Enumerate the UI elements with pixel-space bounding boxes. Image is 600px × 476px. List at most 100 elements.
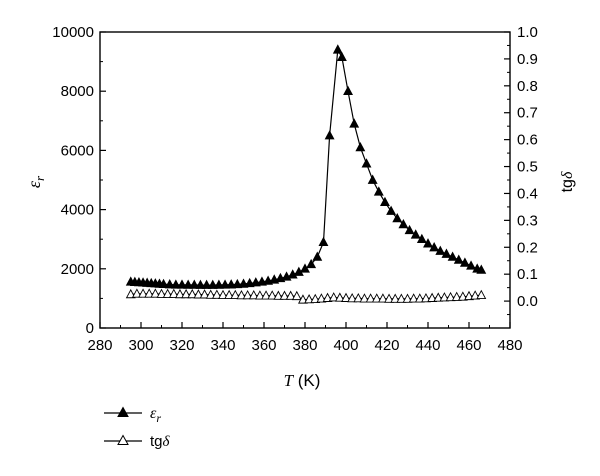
x-tick-label: 400 bbox=[333, 337, 358, 354]
data-point bbox=[466, 260, 477, 270]
data-point bbox=[291, 290, 302, 301]
x-tick-label: 380 bbox=[292, 337, 317, 354]
data-point bbox=[211, 289, 222, 299]
data-point bbox=[392, 213, 403, 223]
data-point bbox=[441, 248, 452, 258]
data-point bbox=[306, 258, 317, 269]
data-point bbox=[261, 290, 272, 300]
data-point bbox=[379, 196, 390, 207]
data-point bbox=[410, 229, 421, 239]
data-point bbox=[279, 290, 290, 300]
x-tick-label: 480 bbox=[497, 337, 522, 354]
data-point bbox=[451, 291, 462, 301]
data-point bbox=[193, 289, 204, 299]
y-right-tick-label: 0.6 bbox=[517, 132, 538, 149]
data-point bbox=[131, 288, 142, 298]
data-point bbox=[248, 289, 259, 300]
data-point bbox=[232, 278, 243, 289]
data-point bbox=[334, 292, 345, 302]
data-point bbox=[384, 293, 395, 303]
data-point bbox=[349, 118, 360, 128]
y-right-axis-label: tgδ bbox=[559, 171, 576, 192]
data-point bbox=[207, 279, 218, 289]
data-point bbox=[150, 288, 161, 298]
data-point bbox=[324, 130, 335, 140]
series-line bbox=[130, 47, 482, 286]
data-point bbox=[170, 279, 181, 289]
y-left-tick-label: 4000 bbox=[61, 202, 94, 219]
data-point bbox=[353, 292, 364, 303]
data-point bbox=[365, 293, 376, 303]
data-point bbox=[332, 44, 343, 54]
data-point bbox=[390, 293, 401, 303]
x-tick-label: 420 bbox=[374, 337, 399, 354]
data-point bbox=[341, 292, 351, 302]
data-point bbox=[427, 292, 438, 302]
y-left-axis-label: εr bbox=[24, 175, 47, 188]
data-point bbox=[373, 186, 384, 196]
y-left-tick-label: 8000 bbox=[61, 83, 94, 100]
data-point bbox=[459, 257, 470, 267]
data-point bbox=[355, 141, 366, 152]
data-point bbox=[205, 289, 216, 299]
y-right-tick-label: 0.4 bbox=[517, 185, 538, 202]
data-point bbox=[386, 205, 397, 215]
data-point bbox=[187, 288, 198, 299]
data-point bbox=[304, 294, 315, 304]
data-point bbox=[398, 218, 409, 229]
data-point bbox=[476, 264, 487, 274]
data-point bbox=[322, 292, 333, 302]
data-point bbox=[336, 51, 347, 61]
x-tick-label: 280 bbox=[87, 337, 112, 354]
data-point bbox=[181, 288, 192, 299]
data-point bbox=[213, 279, 224, 289]
legend-entry-er: εr bbox=[104, 405, 161, 425]
data-point bbox=[367, 174, 378, 184]
data-point bbox=[435, 245, 446, 255]
data-point bbox=[164, 279, 175, 289]
y-left-tick-label: 2000 bbox=[61, 261, 94, 278]
data-point bbox=[447, 251, 458, 261]
y-right-axis-ticks: 0.0 0.1 0.2 0.3 0.4 0.5 0.6 0.7 0.8 0.9 1.0 bbox=[504, 24, 538, 316]
data-point bbox=[347, 292, 358, 303]
data-point bbox=[328, 292, 339, 302]
data-point bbox=[267, 290, 278, 300]
data-point bbox=[361, 158, 372, 168]
data-point bbox=[199, 289, 210, 299]
x-tick-label: 300 bbox=[128, 337, 153, 354]
data-point bbox=[297, 294, 308, 304]
data-point bbox=[242, 289, 253, 300]
legend: εr tgδ bbox=[104, 405, 171, 450]
data-point bbox=[423, 238, 433, 248]
data-point bbox=[201, 279, 212, 289]
data-point bbox=[125, 288, 136, 299]
legend-entry-tgd: tgδ bbox=[104, 433, 171, 450]
data-point bbox=[312, 251, 323, 261]
data-point bbox=[457, 291, 468, 301]
data-point bbox=[464, 290, 474, 301]
data-point bbox=[238, 278, 249, 288]
data-point bbox=[408, 293, 419, 303]
data-point bbox=[285, 290, 296, 300]
data-point bbox=[359, 293, 370, 303]
data-point bbox=[310, 293, 321, 304]
y-right-tick-label: 0.0 bbox=[517, 293, 538, 310]
data-point bbox=[420, 292, 431, 303]
legend-marker-tgd bbox=[117, 434, 129, 445]
data-point bbox=[377, 293, 388, 303]
data-point bbox=[439, 292, 450, 302]
data-point bbox=[177, 279, 187, 289]
y-right-tick-label: 0.8 bbox=[517, 78, 538, 95]
data-point bbox=[402, 293, 413, 303]
y-right-tick-label: 0.5 bbox=[517, 159, 538, 176]
data-point bbox=[476, 289, 487, 299]
data-point bbox=[230, 289, 241, 299]
data-point bbox=[416, 233, 427, 244]
legend-marker-er bbox=[117, 406, 129, 417]
x-axis-ticks: 280 300 320 340 360 380 400 420 440 460 480 bbox=[87, 322, 523, 354]
data-point bbox=[226, 279, 237, 289]
data-point bbox=[254, 290, 265, 300]
y-right-tick-label: 0.3 bbox=[517, 212, 538, 229]
y-right-tick-label: 1.0 bbox=[517, 24, 538, 41]
data-point bbox=[144, 288, 155, 298]
